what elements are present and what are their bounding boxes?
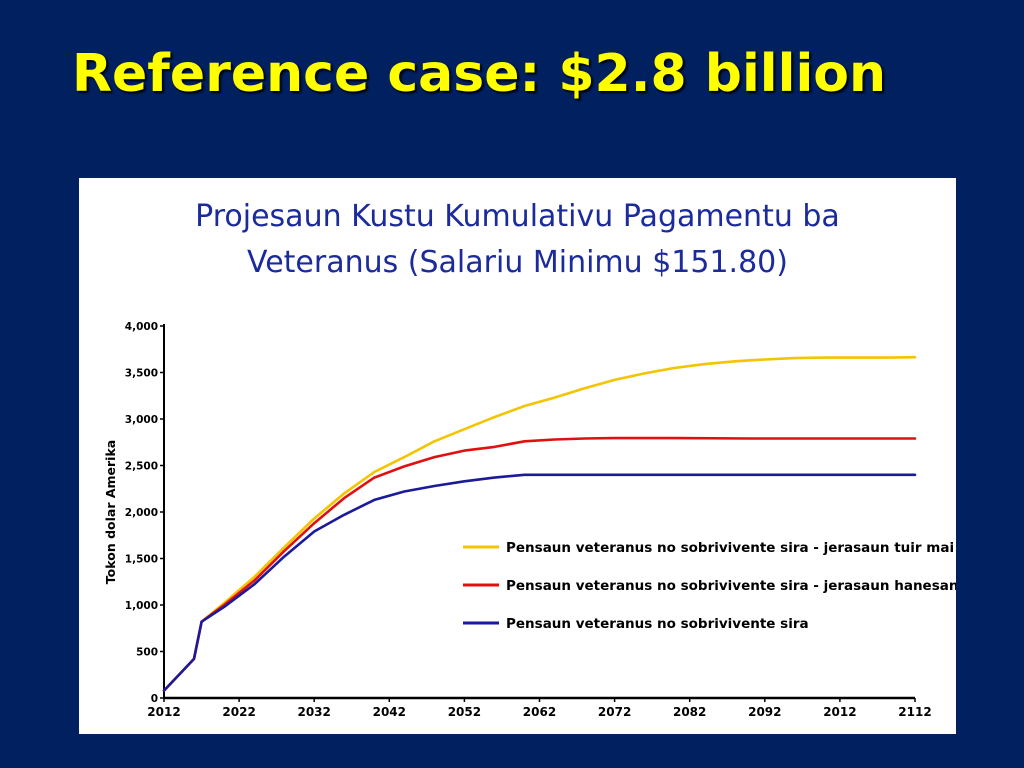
series-line-3 xyxy=(162,473,917,692)
slide-title: Reference case: $2.8 billion xyxy=(72,44,887,104)
chart-panel: Projesaun Kustu Kumulativu Pagamentu ba … xyxy=(79,178,956,734)
x-tick-label: 2112 xyxy=(898,705,931,719)
y-tick-label: 500 xyxy=(136,647,158,659)
x-tick-label: 2012 xyxy=(147,705,180,719)
chart-title: Projesaun Kustu Kumulativu Pagamentu ba … xyxy=(79,194,956,286)
x-tick-label: 2062 xyxy=(523,705,556,719)
x-tick-label: 2072 xyxy=(598,705,631,719)
y-tick-label: 2,000 xyxy=(125,507,158,519)
x-tick-label: 2022 xyxy=(222,705,255,719)
y-tick-label: 1,000 xyxy=(125,600,158,612)
x-tick-label: 2012 xyxy=(823,705,856,719)
legend-label-2: Pensaun veteranus no sobrivivente sira -… xyxy=(506,578,956,594)
chart-title-line-2: Veteranus (Salariu Minimu $151.80) xyxy=(247,245,788,280)
y-tick-label: 3,500 xyxy=(125,368,158,380)
y-tick-label: 0 xyxy=(151,693,158,705)
y-tick-label: 2,500 xyxy=(125,461,158,473)
series-line-2 xyxy=(162,436,917,692)
series-line-1 xyxy=(162,355,917,692)
y-tick-label: 4,000 xyxy=(125,321,158,333)
y-tick-label: 3,000 xyxy=(125,414,158,426)
x-tick-label: 2042 xyxy=(373,705,406,719)
x-tick-label: 2082 xyxy=(673,705,706,719)
y-axis-title: Tokon dolar Amerika xyxy=(103,440,118,584)
chart-title-line-1: Projesaun Kustu Kumulativu Pagamentu ba xyxy=(195,199,840,234)
x-tick-label: 2032 xyxy=(297,705,330,719)
x-tick-label: 2092 xyxy=(748,705,781,719)
y-tick-label: 1,500 xyxy=(125,554,158,566)
x-tick-label: 2052 xyxy=(448,705,481,719)
line-chart: 0 500 1,000 1,500 2,000 2,500 3,000 3,500 4,000 2… xyxy=(103,321,956,719)
legend-label-1: Pensaun veteranus no sobrivivente sira -… xyxy=(506,540,954,556)
legend-label-3: Pensaun veteranus no sobrivivente sira xyxy=(506,616,809,632)
